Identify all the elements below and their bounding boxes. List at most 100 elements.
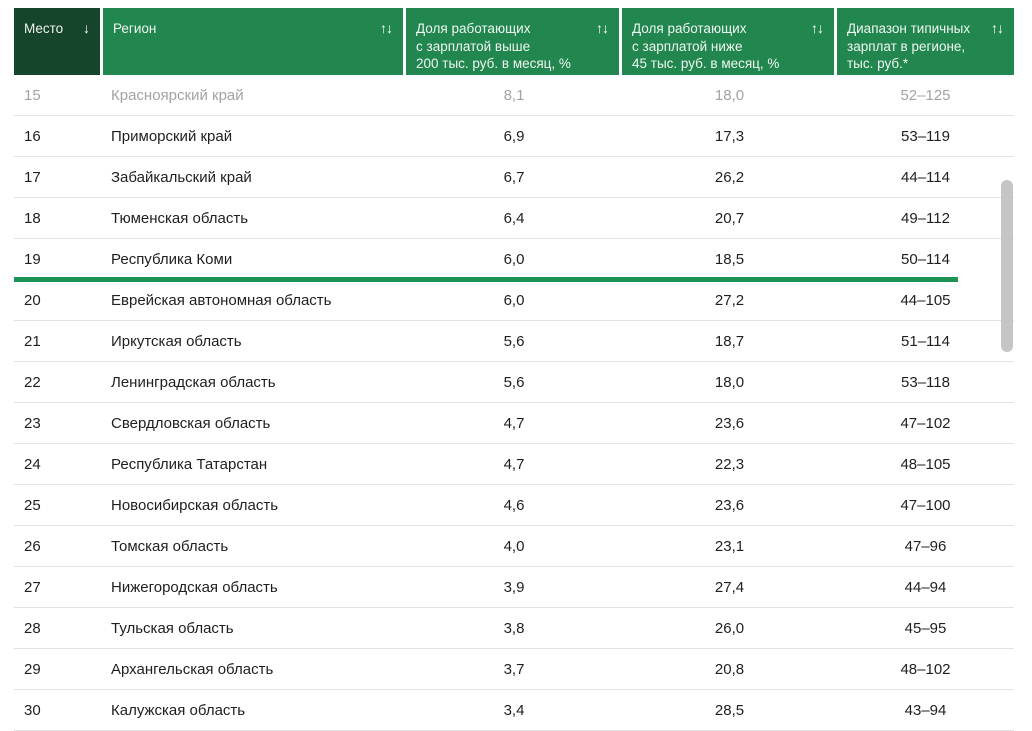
column-header-salary-range-label: Диапазон типичных зарплат в регионе, тыс… [847, 21, 971, 71]
cell-region: Иркутская область [111, 332, 242, 350]
cell-share-below: 18,0 [714, 86, 745, 104]
cell-region: Забайкальский край [111, 168, 252, 186]
table-row[interactable]: 16 Приморский край 6,9 17,3 53–119 [14, 116, 1014, 157]
cell-share-below: 23,1 [714, 537, 745, 555]
cell-region: Томская область [111, 537, 229, 555]
table-row[interactable]: 27 Нижегородская область 3,9 27,4 44–94 [14, 567, 1014, 608]
cell-salary-range: 43–94 [904, 701, 947, 719]
cell-salary-range: 48–102 [900, 660, 951, 678]
table-header: Место ↓ Регион ↑↓ Доля работающих с зарп… [14, 8, 1014, 75]
cell-place: 29 [24, 660, 41, 678]
table-row[interactable]: 18 Тюменская область 6,4 20,7 49–112 [14, 198, 1014, 239]
table-row[interactable]: 29 Архангельская область 3,7 20,8 48–102 [14, 649, 1014, 690]
sort-toggle-icon: ↑↓ [380, 20, 393, 36]
cell-share-below: 23,6 [714, 414, 745, 432]
cell-region: Еврейская автономная область [111, 291, 332, 309]
cell-place: 16 [24, 127, 41, 145]
cell-region: Красноярский край [111, 86, 244, 104]
cell-region: Архангельская область [111, 660, 274, 678]
cell-share-above: 4,6 [503, 496, 525, 514]
cell-region: Тюменская область [111, 209, 249, 227]
column-header-share-below[interactable]: Доля работающих с зарплатой ниже 45 тыс.… [622, 8, 837, 75]
cell-salary-range: 50–114 [901, 250, 950, 268]
table-row[interactable]: 25 Новосибирская область 4,6 23,6 47–100 [14, 485, 1014, 526]
table-body: 15 Красноярский край 8,1 18,0 52–125 16 … [14, 75, 1014, 731]
cell-region: Свердловская область [111, 414, 271, 432]
cell-salary-range: 53–118 [901, 373, 950, 391]
table-row[interactable]: 20 Еврейская автономная область 6,0 27,2… [14, 280, 1014, 321]
cell-region: Республика Татарстан [111, 455, 268, 473]
column-header-share-below-label: Доля работающих с зарплатой ниже 45 тыс.… [632, 21, 780, 71]
table-row[interactable]: 22 Ленинградская область 5,6 18,0 53–118 [14, 362, 1014, 403]
cell-share-below: 28,5 [714, 701, 745, 719]
cell-place: 27 [24, 578, 41, 596]
column-header-region[interactable]: Регион ↑↓ [103, 8, 406, 75]
cell-share-above: 6,4 [503, 209, 525, 227]
cell-place: 17 [24, 168, 41, 186]
cell-share-below: 26,0 [714, 619, 745, 637]
cell-share-above: 3,9 [503, 578, 525, 596]
table-row[interactable]: 21 Иркутская область 5,6 18,7 51–114 [14, 321, 1014, 362]
column-header-place-label: Место [24, 21, 64, 36]
cell-region: Калужская область [111, 701, 246, 719]
cell-salary-range: 47–100 [900, 496, 951, 514]
table-row[interactable]: 17 Забайкальский край 6,7 26,2 44–114 [14, 157, 1014, 198]
scrollbar-thumb[interactable] [1001, 180, 1013, 352]
cell-place: 22 [24, 373, 41, 391]
regions-salary-table: Место ↓ Регион ↑↓ Доля работающих с зарп… [14, 8, 1014, 731]
cell-salary-range: 53–119 [901, 127, 950, 145]
cell-place: 20 [24, 291, 41, 309]
cell-region: Республика Коми [111, 250, 233, 268]
cell-place: 24 [24, 455, 41, 473]
sort-toggle-icon: ↑↓ [811, 20, 824, 36]
table-row[interactable]: 24 Республика Татарстан 4,7 22,3 48–105 [14, 444, 1014, 485]
cell-place: 18 [24, 209, 41, 227]
cell-place: 28 [24, 619, 41, 637]
cell-salary-range: 44–94 [904, 578, 947, 596]
cell-share-above: 6,9 [503, 127, 525, 145]
cell-share-above: 3,8 [503, 619, 525, 637]
cell-share-above: 6,0 [503, 291, 525, 309]
sort-toggle-icon: ↑↓ [991, 20, 1004, 36]
cell-share-above: 8,1 [503, 86, 525, 104]
cell-share-above: 5,6 [503, 332, 525, 350]
cell-region: Ленинградская область [111, 373, 276, 391]
cell-share-above: 3,4 [503, 701, 525, 719]
table-row[interactable]: 15 Красноярский край 8,1 18,0 52–125 [14, 75, 1014, 116]
column-header-salary-range[interactable]: Диапазон типичных зарплат в регионе, тыс… [837, 8, 1014, 75]
cell-place: 21 [24, 332, 41, 350]
sort-desc-icon: ↓ [83, 20, 90, 36]
table-row[interactable]: 30 Калужская область 3,4 28,5 43–94 [14, 690, 1014, 731]
table-row[interactable]: 19 Республика Коми 6,0 18,5 50–114 [14, 239, 1014, 282]
column-header-place[interactable]: Место ↓ [14, 8, 103, 75]
cell-place: 15 [24, 86, 41, 104]
cell-salary-range: 47–102 [900, 414, 951, 432]
table-row[interactable]: 23 Свердловская область 4,7 23,6 47–102 [14, 403, 1014, 444]
cell-region: Новосибирская область [111, 496, 279, 514]
cell-share-below: 22,3 [714, 455, 745, 473]
cell-salary-range: 47–96 [904, 537, 947, 555]
cell-salary-range: 44–114 [901, 168, 950, 186]
cell-share-below: 20,7 [714, 209, 745, 227]
cell-share-above: 6,7 [503, 168, 525, 186]
column-header-share-above[interactable]: Доля работающих с зарплатой выше 200 тыс… [406, 8, 622, 75]
table-row[interactable]: 26 Томская область 4,0 23,1 47–96 [14, 526, 1014, 567]
cell-share-above: 4,0 [503, 537, 525, 555]
cell-share-above: 4,7 [503, 455, 525, 473]
column-header-region-label: Регион [113, 21, 157, 36]
cell-share-below: 27,4 [714, 578, 745, 596]
cell-salary-range: 51–114 [901, 332, 950, 350]
cell-place: 19 [24, 250, 41, 268]
cell-salary-range: 44–105 [900, 291, 951, 309]
cell-share-above: 3,7 [503, 660, 525, 678]
cell-place: 30 [24, 701, 41, 719]
cell-share-below: 18,7 [714, 332, 745, 350]
cell-place: 25 [24, 496, 41, 514]
sort-toggle-icon: ↑↓ [596, 20, 609, 36]
cell-salary-range: 52–125 [900, 86, 951, 104]
cell-share-below: 18,0 [714, 373, 745, 391]
cell-share-below: 18,5 [714, 250, 745, 268]
cell-share-above: 5,6 [503, 373, 525, 391]
table-row[interactable]: 28 Тульская область 3,8 26,0 45–95 [14, 608, 1014, 649]
